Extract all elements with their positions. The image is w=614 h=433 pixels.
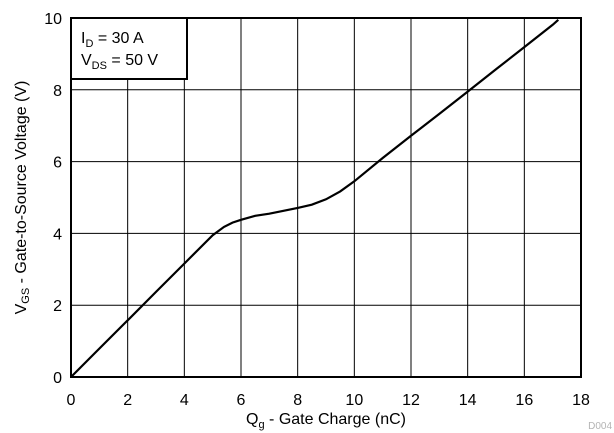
figure-id-watermark: D004: [588, 421, 612, 432]
legend-entry-voltage-rest: = 50 V: [107, 52, 158, 69]
y-tick-label: 0: [53, 370, 62, 387]
y-axis-title: VGS - Gate-to-Source Voltage (V): [13, 81, 32, 315]
x-tick-label: 4: [180, 392, 189, 409]
x-tick-label: 8: [293, 392, 302, 409]
plot-frame: [70, 17, 582, 378]
legend-entry-current-rest: = 30 A: [93, 30, 144, 47]
series-line: [70, 18, 560, 378]
x-tick-label: 18: [572, 392, 590, 409]
y-tick-label: 8: [53, 83, 62, 100]
x-axis-title-main: Q: [246, 411, 258, 428]
x-axis-title-rest: - Gate Charge (nC): [265, 411, 406, 428]
x-tick-label: 14: [459, 392, 477, 409]
x-tick-labels: 0 2 4 6 8 10 12 14 16 18: [67, 392, 590, 409]
y-tick-label: 4: [53, 226, 62, 243]
y-tick-label: 10: [44, 11, 62, 28]
x-axis-title: Qg - Gate Charge (nC): [246, 411, 406, 431]
y-axis-title-main: V: [13, 303, 30, 314]
legend-entry-voltage-main: V: [81, 52, 92, 69]
legend: ID = 30 A VDS = 50 V: [70, 17, 188, 80]
legend-entry-current-sub: D: [85, 38, 93, 50]
x-tick-label: 6: [237, 392, 246, 409]
legend-entry-current: ID = 30 A: [81, 30, 144, 50]
y-axis-title-sub: GS: [20, 288, 32, 304]
x-axis-title-sub: g: [258, 419, 264, 431]
x-tick-label: 0: [67, 392, 76, 409]
x-tick-label: 12: [402, 392, 420, 409]
y-tick-label: 2: [53, 298, 62, 315]
x-tick-label: 2: [123, 392, 132, 409]
legend-entry-current-main: I: [81, 30, 85, 47]
legend-entry-voltage-sub: DS: [92, 60, 107, 72]
y-tick-label: 6: [53, 155, 62, 172]
x-tick-label: 16: [515, 392, 533, 409]
legend-box: [70, 17, 188, 80]
y-axis-title-rest: - Gate-to-Source Voltage (V): [13, 81, 30, 288]
y-tick-labels: 0 2 4 6 8 10: [44, 11, 62, 387]
legend-entry-voltage: VDS = 50 V: [81, 52, 158, 72]
x-tick-label: 10: [345, 392, 363, 409]
